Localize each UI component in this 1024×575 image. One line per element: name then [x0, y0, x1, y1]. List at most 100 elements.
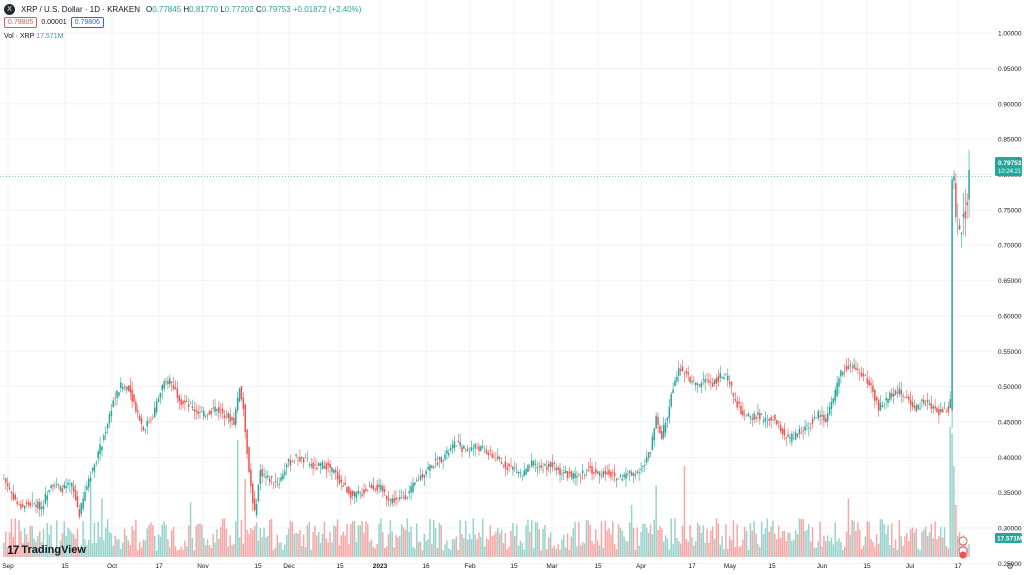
candle	[691, 380, 693, 383]
volume-bar	[747, 550, 750, 557]
volume-bar	[649, 524, 652, 557]
candle	[644, 465, 646, 466]
candle	[22, 504, 24, 507]
candle	[88, 478, 90, 488]
volume-bar	[819, 521, 821, 557]
candle	[642, 466, 644, 467]
candle	[536, 467, 539, 469]
candle	[547, 464, 550, 467]
volume-bar	[800, 519, 803, 557]
candle	[913, 405, 916, 408]
volume-bar	[425, 540, 427, 557]
volume-bar	[723, 549, 725, 557]
candle	[962, 214, 965, 217]
tradingview-logo[interactable]: 17 TradingView	[7, 543, 86, 557]
volume-bar	[193, 550, 196, 557]
candle	[227, 413, 230, 418]
volume-bar	[527, 519, 529, 557]
candle	[662, 424, 665, 438]
candle	[429, 464, 431, 471]
candle	[736, 400, 738, 408]
candle	[574, 473, 576, 478]
candle	[928, 403, 931, 406]
candle	[48, 490, 50, 493]
candle	[52, 484, 54, 487]
volume-bar	[236, 440, 239, 557]
volume-bar	[42, 529, 45, 557]
time-axis-label: May	[724, 563, 737, 570]
volume-bar	[891, 523, 893, 557]
candle	[781, 428, 784, 435]
candle	[581, 470, 584, 474]
candle	[898, 388, 901, 395]
candle	[953, 176, 955, 181]
volume-bar	[52, 547, 54, 557]
volume-bar	[414, 548, 416, 557]
candle	[764, 417, 767, 422]
settings-gear-icon[interactable]: ⚙	[1006, 561, 1015, 571]
candle	[851, 366, 853, 368]
volume-bar	[693, 545, 695, 557]
volume-bar	[845, 531, 848, 557]
volume-bar	[244, 479, 246, 557]
volume-bar	[350, 524, 352, 557]
candle	[250, 469, 252, 487]
time-axis[interactable]: Sep 15 Oct 17 Nov 15 Dec 15 2023 16 Feb 15 Mar 15 Apr 1…	[2, 563, 962, 570]
volume-bar	[495, 531, 497, 557]
candle	[189, 402, 192, 404]
volume-bar	[167, 539, 169, 557]
candle	[285, 464, 288, 468]
candle	[493, 456, 495, 458]
price-axis-label: 0.95000	[998, 66, 1022, 73]
candle	[25, 502, 28, 504]
candle	[864, 375, 867, 377]
time-axis-label: 17	[155, 563, 163, 570]
candle	[99, 444, 101, 455]
volume-bar	[272, 549, 275, 557]
volume-bar	[715, 518, 718, 557]
volume-bar	[534, 522, 537, 557]
volume-bar	[932, 538, 934, 557]
event-markers[interactable]	[958, 536, 968, 559]
symbol-title[interactable]: XRP / U.S. Dollar · 1D · KRAKEN	[21, 5, 140, 14]
price-axis[interactable]: 1.000000.950000.900000.850000.800000.750…	[998, 31, 1022, 568]
candle	[376, 484, 378, 491]
volume-bar	[749, 523, 752, 557]
volume-bar	[189, 502, 192, 557]
sell-button[interactable]: 0.79805	[4, 17, 38, 28]
volume-bar	[172, 527, 175, 557]
buy-button[interactable]: 0.79806	[70, 17, 104, 28]
candle	[202, 410, 205, 417]
volume-bar	[962, 534, 965, 557]
candle	[847, 366, 850, 369]
volume-bar	[18, 520, 20, 557]
volume-bar	[402, 527, 405, 557]
volume-bar	[180, 546, 182, 557]
volume-bar	[259, 528, 262, 557]
volume-bar	[78, 549, 81, 557]
candle	[630, 472, 633, 476]
time-axis-label: Jun	[817, 563, 828, 570]
volume-bar	[253, 525, 256, 557]
candle	[391, 498, 394, 504]
volume-bar	[48, 534, 50, 557]
candle	[960, 232, 963, 235]
volume-bar	[802, 518, 804, 557]
candle	[670, 394, 672, 407]
volume-bar	[823, 535, 825, 557]
candle	[465, 450, 467, 451]
volume-bar	[740, 546, 742, 557]
volume-bar	[231, 545, 233, 557]
volume-bar	[344, 535, 346, 557]
volume-bar	[29, 525, 32, 557]
candle	[527, 464, 529, 472]
candle	[323, 466, 326, 469]
candle	[157, 398, 160, 403]
candle	[40, 507, 43, 509]
time-axis-label: Apr	[636, 563, 647, 570]
candle	[16, 501, 18, 504]
candle	[902, 395, 904, 397]
candle	[945, 411, 948, 413]
volume-bar	[54, 550, 56, 557]
